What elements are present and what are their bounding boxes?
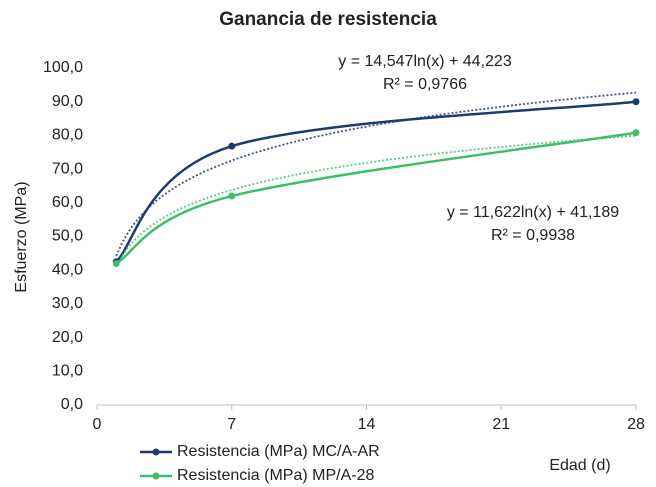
y-tick-label: 90,0: [52, 93, 83, 110]
series-line: [115, 131, 637, 265]
data-point: [228, 192, 236, 200]
y-tick-label: 20,0: [52, 329, 83, 346]
chart-title: Ganancia de resistencia: [219, 9, 437, 30]
trendline-r2: R² = 0,9766: [383, 76, 467, 93]
y-tick-label: 40,0: [52, 261, 83, 278]
data-point: [632, 129, 640, 137]
data-point: [632, 98, 640, 106]
series-line: [115, 100, 637, 263]
x-tick-label: 7: [227, 416, 236, 433]
trendline-equation: y = 14,547ln(x) + 44,223: [338, 53, 512, 70]
x-tick-label: 28: [627, 416, 645, 433]
data-point: [228, 142, 236, 150]
x-axis-label: Edad (d): [549, 457, 610, 474]
x-tick-label: 0: [93, 416, 102, 433]
y-tick-label: 70,0: [52, 160, 83, 177]
trendline-equation: y = 11,622ln(x) + 41,189: [447, 204, 619, 221]
legend-marker: [152, 472, 160, 480]
y-tick-label: 100,0: [43, 59, 83, 76]
data-point: [112, 259, 120, 267]
y-tick-label: 0,0: [61, 396, 83, 413]
y-tick-label: 10,0: [52, 363, 83, 380]
legend-label: Resistencia (MPa) MP/A-28: [177, 467, 374, 484]
trendline-r2: R² = 0,9938: [491, 227, 575, 244]
trendline: [115, 134, 637, 267]
y-tick-label: 50,0: [52, 228, 83, 245]
legend-label: Resistencia (MPa) MC/A-AR: [177, 443, 380, 460]
y-tick-label: 80,0: [52, 127, 83, 144]
y-tick-label: 30,0: [52, 295, 83, 312]
legend-marker: [152, 448, 160, 456]
x-tick-label: 21: [492, 416, 510, 433]
y-tick-label: 60,0: [52, 194, 83, 211]
y-axis-label: Esfuerzo (MPa): [13, 181, 30, 292]
x-tick-label: 14: [358, 416, 376, 433]
